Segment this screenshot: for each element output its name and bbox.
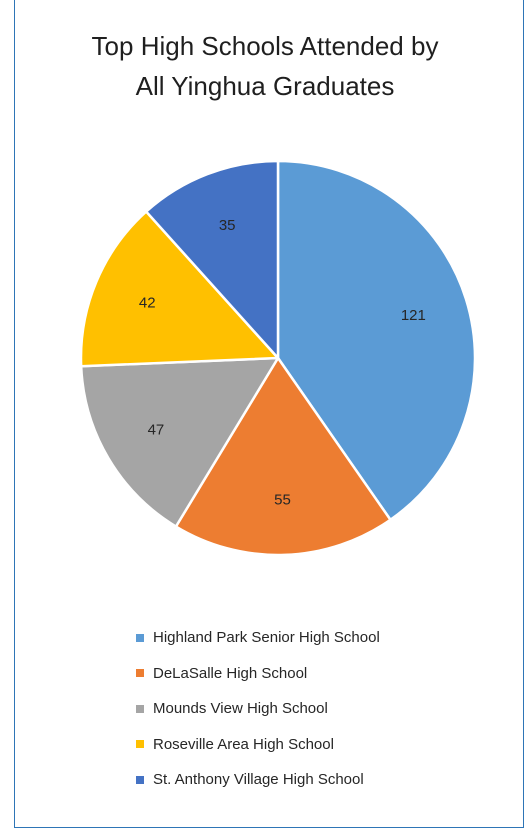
- legend-label: Mounds View High School: [153, 700, 328, 718]
- legend-label: Highland Park Senior High School: [153, 629, 380, 647]
- chart-title-line-1: Top High Schools Attended by: [91, 31, 439, 61]
- legend-swatch: [136, 704, 144, 713]
- legend-swatch: [136, 669, 144, 678]
- pie-slice-roseville-area-high-school: [79, 210, 280, 368]
- chart-title: Top High Schools Attended by All Yinghua…: [0, 26, 528, 106]
- legend-label: DeLaSalle High School: [153, 664, 308, 682]
- data-label-delasalle-high-school: 55: [274, 491, 291, 508]
- chart-legend: Highland Park Senior High School DeLaSall…: [136, 620, 380, 798]
- data-label-roseville-area-high-school: 42: [139, 295, 156, 312]
- legend-item-roseville-area-high-school: Roseville Area High School: [136, 727, 380, 763]
- legend-item-highland-park-senior-high-school: Highland Park Senior High School: [136, 620, 380, 656]
- legend-item-delasalle-high-school: DeLaSalle High School: [136, 656, 380, 692]
- legend-label: Roseville Area High School: [153, 735, 334, 753]
- legend-swatch: [136, 740, 144, 749]
- data-label-mounds-view-high-school: 47: [148, 422, 165, 439]
- legend-label: St. Anthony Village High School: [153, 771, 364, 789]
- pie-slice-mounds-view-high-school: [79, 356, 280, 528]
- data-label-highland-park-senior-high-school: 121: [401, 307, 426, 324]
- pie-slice-highland-park-senior-high-school: [276, 159, 477, 522]
- data-label-st-anthony-village-high-school: 35: [219, 217, 236, 234]
- legend-item-st-anthony-village-high-school: St. Anthony Village High School: [136, 762, 380, 798]
- pie-slice-st-anthony-village-high-school: [144, 159, 280, 360]
- legend-swatch: [136, 775, 144, 784]
- chart-title-line-2: All Yinghua Graduates: [135, 71, 395, 101]
- pie-slice-delasalle-high-school: [174, 356, 392, 557]
- legend-swatch: [136, 633, 144, 642]
- legend-item-mounds-view-high-school: Mounds View High School: [136, 691, 380, 727]
